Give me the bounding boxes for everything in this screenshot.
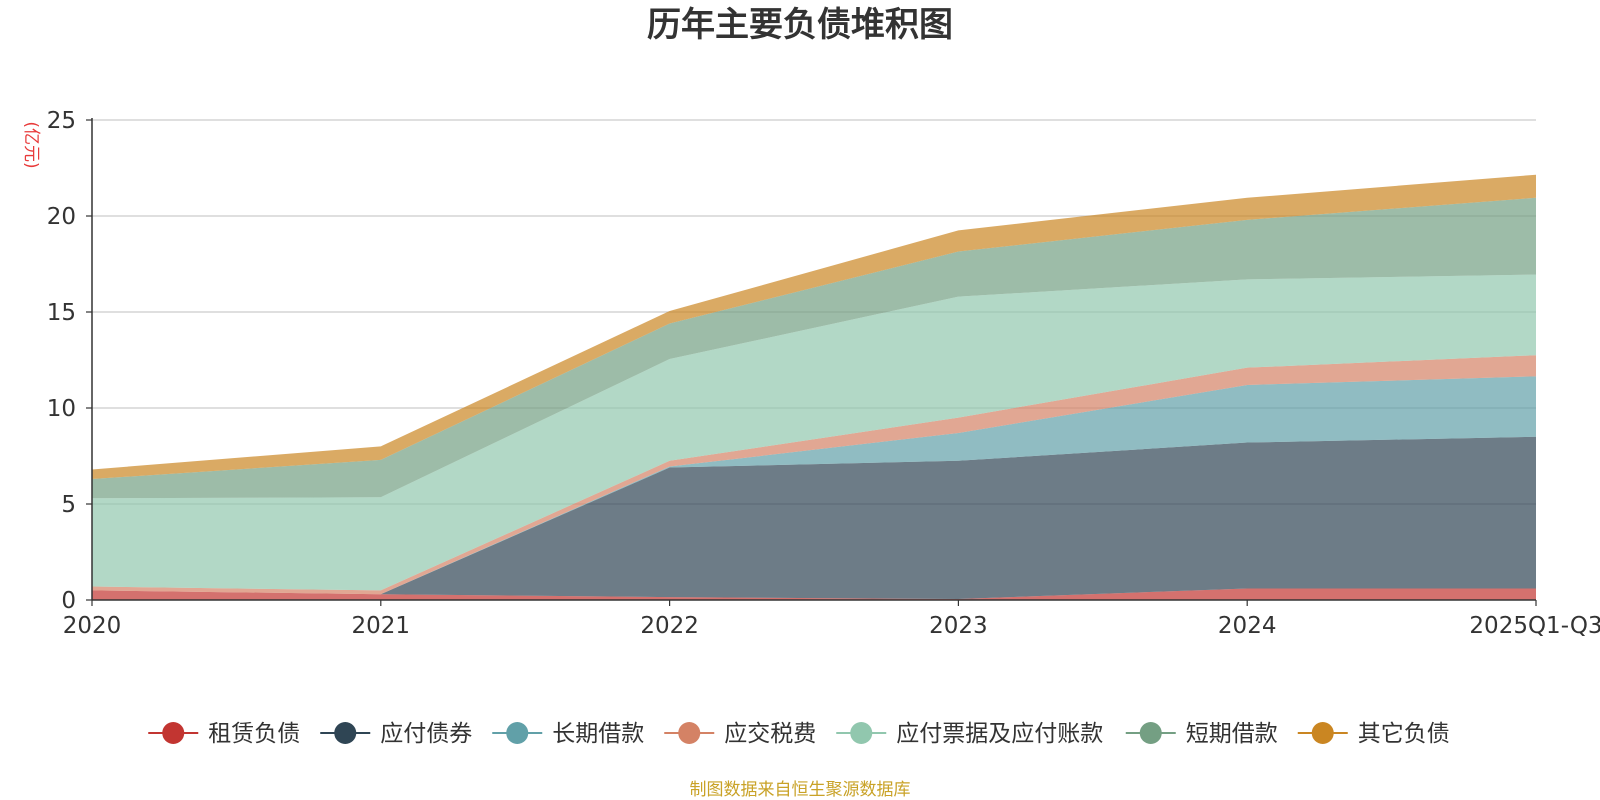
legend-item-1[interactable]: 应付债券 [320, 721, 472, 747]
legend-marker [1311, 722, 1334, 744]
legend-label: 长期借款 [552, 721, 644, 747]
x-tick-label: 2022 [640, 613, 699, 639]
area-series-4[interactable] [92, 274, 1536, 591]
x-tick-label: 2025Q1-Q3 [1469, 613, 1600, 639]
legend-label: 短期借款 [1186, 721, 1278, 747]
y-tick-label: 0 [61, 588, 76, 614]
legend-item-6[interactable]: 其它负债 [1297, 721, 1450, 747]
stacked-areas [92, 174, 1536, 600]
legend-label: 应付债券 [380, 721, 472, 747]
legend-item-3[interactable]: 应交税费 [664, 721, 816, 747]
legend[interactable]: 租赁负债 应付债券 长期借款 应交税费 应付票据及应付账款 短期借款 其它负债 [148, 721, 1450, 747]
area-series-3[interactable] [92, 355, 1536, 595]
area-series-6[interactable] [92, 174, 1536, 480]
axes: 0 5 10 15 20 25 2020 2021 2022 2023 2024 2025Q1-Q3 [47, 108, 1600, 639]
area-series-5[interactable] [92, 197, 1536, 499]
legend-item-0[interactable]: 租赁负债 [148, 721, 300, 747]
x-tick-label: 2020 [63, 613, 122, 639]
legend-item-5[interactable]: 短期借款 [1125, 721, 1278, 747]
legend-marker [506, 722, 529, 744]
area-series-2[interactable] [92, 376, 1536, 595]
legend-marker [162, 722, 185, 744]
legend-item-2[interactable]: 长期借款 [492, 721, 644, 747]
legend-marker [1139, 722, 1162, 744]
legend-label: 应付票据及应付账款 [896, 721, 1103, 747]
chart-title: 历年主要负债堆积图 [647, 5, 953, 45]
legend-label: 租赁负债 [208, 721, 300, 747]
legend-label: 其它负债 [1358, 721, 1450, 747]
legend-marker [334, 722, 357, 744]
y-tick-label: 20 [47, 204, 76, 230]
x-tick-label: 2024 [1218, 613, 1277, 639]
data-source-note: 制图数据来自恒生聚源数据库 [690, 780, 911, 800]
legend-item-4[interactable]: 应付票据及应付账款 [836, 721, 1103, 747]
legend-marker [850, 722, 873, 744]
y-tick-label: 5 [61, 492, 76, 518]
y-tick-label: 15 [47, 300, 76, 326]
x-tick-label: 2021 [352, 613, 411, 639]
y-tick-label: 10 [47, 396, 76, 422]
legend-marker [678, 722, 701, 744]
y-tick-label: 25 [47, 108, 76, 134]
x-tick-label: 2023 [929, 613, 988, 639]
area-series-1[interactable] [92, 436, 1536, 600]
area-series-0[interactable] [92, 588, 1536, 600]
y-axis-unit: (亿元) [21, 121, 41, 168]
legend-label: 应交税费 [724, 721, 816, 747]
